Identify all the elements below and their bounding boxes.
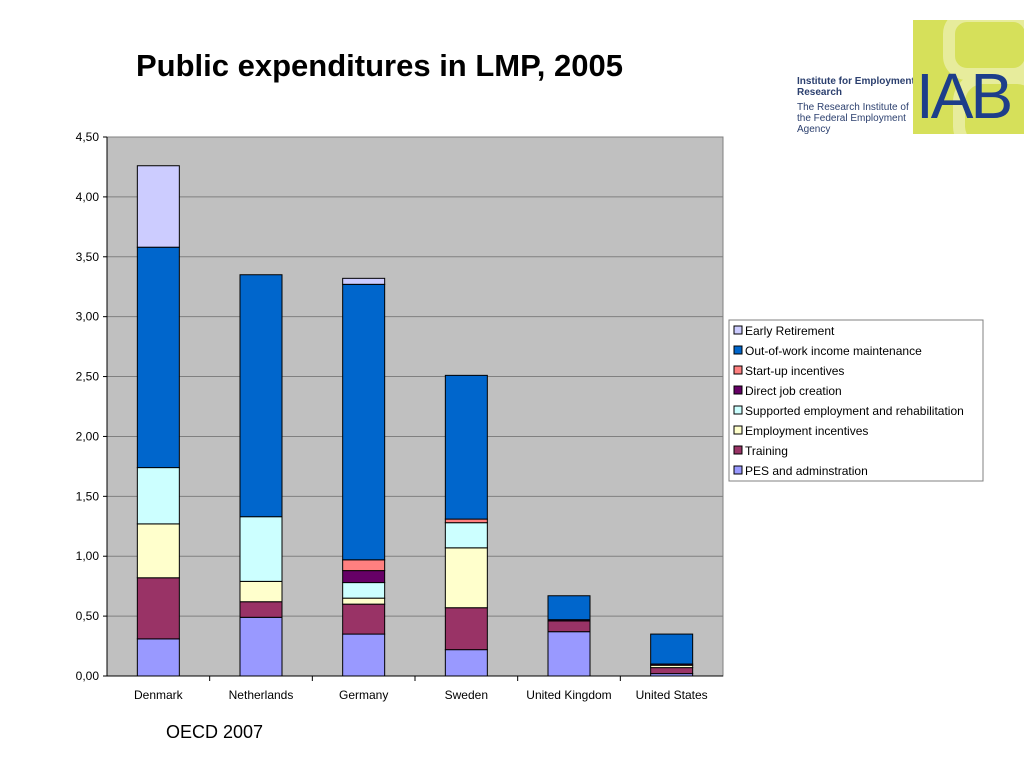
- legend-label-direct-job-creation: Direct job creation: [745, 384, 842, 398]
- bar-germany-training: [342, 603, 386, 635]
- bar-united-kingdom-out-of-work-income-maintenance: [547, 595, 591, 621]
- legend-box: [728, 319, 984, 482]
- legend-swatch-employment-incentives: [733, 425, 743, 435]
- legend-swatch-out-of-work-income-maintenance: [733, 345, 743, 355]
- bar-netherlands-out-of-work-income-maintenance: [239, 274, 283, 518]
- y-tick-label: 1,00: [76, 549, 100, 563]
- page-title: Public expenditures in LMP, 2005: [136, 48, 623, 83]
- bar-united-kingdom-training: [547, 620, 591, 633]
- x-tick-label: United Kingdom: [526, 688, 611, 702]
- logo-org-subtitle: The Research Institute of the Federal Em…: [797, 102, 909, 135]
- y-tick-label: 3,00: [76, 310, 100, 324]
- bar-germany-early-retirement: [342, 277, 386, 285]
- bar-sweden-start-up-incentives: [444, 518, 488, 524]
- x-tick-label: Sweden: [445, 688, 488, 702]
- logo-text: Institute for Employment Research The Re…: [797, 76, 919, 135]
- legend-swatch-pes-and-adminstration: [733, 465, 743, 475]
- bar-denmark-supported-employment-and-rehabilitation: [136, 467, 180, 525]
- bar-denmark-out-of-work-income-maintenance: [136, 246, 180, 469]
- bar-denmark-training: [136, 577, 180, 640]
- iab-logo: Institute for Employment Research The Re…: [793, 20, 1024, 136]
- bar-netherlands-employment-incentives: [239, 580, 283, 603]
- bar-netherlands-training: [239, 601, 283, 618]
- y-tick-label: 2,00: [76, 429, 100, 443]
- x-tick-label: Netherlands: [229, 688, 294, 702]
- x-tick-label: Denmark: [134, 688, 184, 702]
- bar-denmark-employment-incentives: [136, 523, 180, 579]
- y-tick-label: 4,00: [76, 190, 100, 204]
- bar-netherlands-pes-and-adminstration: [239, 616, 283, 677]
- y-tick-label: 1,50: [76, 489, 100, 503]
- legend-label-pes-and-adminstration: PES and adminstration: [745, 464, 868, 478]
- legend-swatch-direct-job-creation: [733, 385, 743, 395]
- legend-label-training: Training: [745, 444, 788, 458]
- logo-arc-lower: [953, 72, 1024, 134]
- bar-germany-pes-and-adminstration: [342, 633, 386, 677]
- bar-sweden-out-of-work-income-maintenance: [444, 374, 488, 520]
- legend-label-out-of-work-income-maintenance: Out-of-work income maintenance: [745, 344, 922, 358]
- bar-germany-start-up-incentives: [342, 559, 386, 572]
- legend-swatch-early-retirement: [733, 325, 743, 335]
- source-note: OECD 2007: [166, 722, 264, 742]
- bar-united-states-out-of-work-income-maintenance: [650, 633, 694, 665]
- bar-germany-direct-job-creation: [342, 570, 386, 584]
- legend-swatch-supported-employment-and-rehabilitation: [733, 405, 743, 415]
- y-tick-label: 4,50: [76, 130, 100, 144]
- bar-sweden-supported-employment-and-rehabilitation: [444, 522, 488, 549]
- y-tick-label: 2,50: [76, 370, 100, 384]
- bar-united-states-training: [650, 667, 694, 675]
- bar-denmark-early-retirement: [136, 165, 180, 248]
- legend-swatch-start-up-incentives: [733, 365, 743, 375]
- legend-label-early-retirement: Early Retirement: [745, 324, 835, 338]
- logo-mark: IAB: [913, 20, 1024, 134]
- logo-org-name: Institute for Employment Research: [797, 76, 915, 98]
- legend-swatch-training: [733, 445, 743, 455]
- y-tick-label: 0,50: [76, 609, 100, 623]
- legend-label-employment-incentives: Employment incentives: [745, 424, 868, 438]
- legend-label-supported-employment-and-rehabilitation: Supported employment and rehabilitation: [745, 404, 964, 418]
- x-tick-label: Germany: [339, 688, 388, 702]
- bar-germany-employment-incentives: [342, 597, 386, 605]
- bar-united-kingdom-pes-and-adminstration: [547, 631, 591, 677]
- x-tick-label: United States: [636, 688, 708, 702]
- bar-denmark-pes-and-adminstration: [136, 638, 180, 677]
- y-tick-label: 3,50: [76, 250, 100, 264]
- logo-letters: IAB: [916, 60, 1013, 132]
- legend-label-start-up-incentives: Start-up incentives: [745, 364, 844, 378]
- bar-sweden-employment-incentives: [444, 547, 488, 609]
- plot-area: [106, 136, 724, 677]
- bar-sweden-training: [444, 607, 488, 651]
- bar-germany-supported-employment-and-rehabilitation: [342, 582, 386, 599]
- y-tick-label: 0,00: [76, 669, 100, 683]
- bar-netherlands-supported-employment-and-rehabilitation: [239, 516, 283, 582]
- bar-sweden-pes-and-adminstration: [444, 649, 488, 677]
- bar-germany-out-of-work-income-maintenance: [342, 283, 386, 561]
